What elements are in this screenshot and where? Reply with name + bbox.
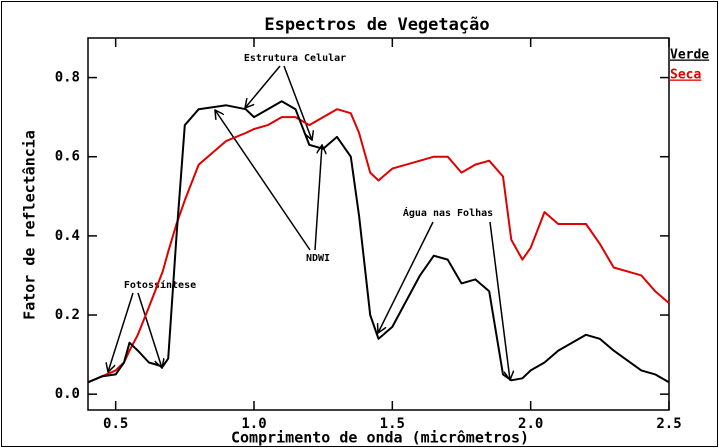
plot-frame [87,37,670,411]
legend-entry: Verde [670,48,709,63]
y-axis-label: Fator de reflectância [21,130,39,320]
arrow [489,221,510,380]
y-tick-label: 0.4 [55,228,80,244]
annotation: Estrutura Celular [244,53,346,64]
y-tick-label: 0.8 [55,70,80,86]
arrow [215,110,311,251]
arrow [314,145,322,251]
arrow [378,221,434,333]
x-tick-label: 1.5 [380,416,405,432]
chart-title: Espectros de Vegetação [264,15,489,35]
x-tick-label: 2.0 [518,416,543,432]
arrow [283,65,312,140]
arrow [245,65,281,108]
x-tick-label: 1.0 [241,416,266,432]
x-tick-label: 2.5 [656,416,681,432]
arrow [108,292,134,372]
series-line [87,108,670,384]
y-tick-label: 0.0 [55,386,80,402]
arrow [137,292,162,368]
x-axis-label: Comprimento de onda (micrômetros) [231,429,529,447]
legend-entry: Seca [670,68,701,83]
annotation: Água nas Folhas [403,206,493,219]
arrows [108,65,510,380]
x-tick-label: 0.5 [103,416,128,432]
annotation: Fotossíntese [124,279,196,291]
series-line [87,100,670,384]
y-tick-label: 0.6 [55,149,80,165]
annotation: NDWI [306,253,330,264]
y-tick-label: 0.2 [55,307,80,323]
